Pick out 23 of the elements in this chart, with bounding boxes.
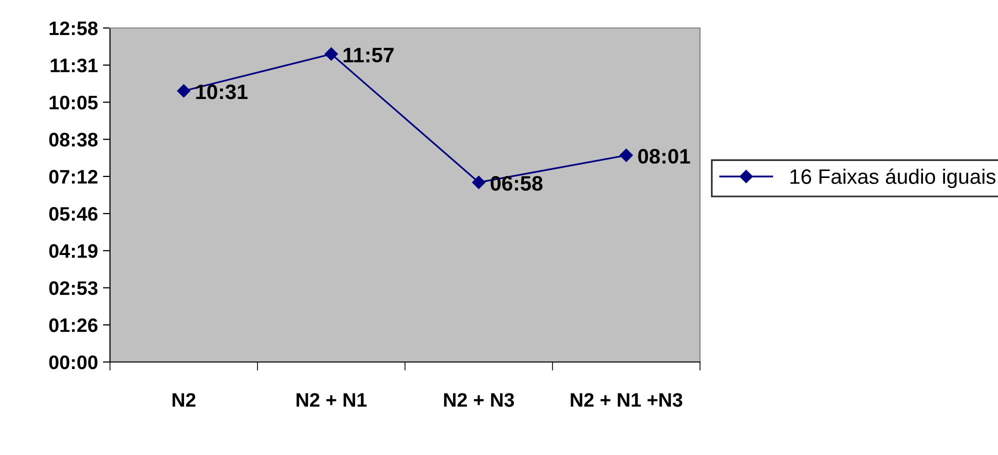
data-label: 08:01	[638, 148, 690, 164]
data-label: 10:31	[196, 84, 248, 100]
point	[177, 84, 190, 98]
x-tick-label: N2 + N3	[444, 393, 514, 407]
data-label: 11:57	[344, 48, 394, 62]
x-tick-label: N2 + N1	[296, 393, 367, 407]
x-tick-label: N2 + N1 +N3	[570, 393, 682, 407]
y-tick-label: 12:58	[50, 21, 98, 36]
x-tick-label: N2	[172, 393, 196, 407]
y-tick-label: 05:46	[49, 207, 98, 221]
y-tick-label: 10:05	[50, 96, 98, 110]
y-tick-label: 02:53	[49, 281, 98, 296]
y-tick-label: 08:38	[49, 132, 98, 147]
y-tick-label: 11:31	[50, 58, 98, 72]
point	[620, 148, 633, 162]
y-tick-label: 01:26	[49, 318, 98, 332]
y-tick-label: 00:00	[49, 355, 98, 370]
y-tick-label: 04:19	[49, 244, 98, 258]
data-label: 06:58	[490, 176, 543, 191]
legend-label: 16 Faixas áudio iguais	[790, 168, 996, 188]
point	[324, 47, 338, 61]
point	[472, 176, 486, 189]
y-tick-label: 07:12	[49, 170, 98, 184]
